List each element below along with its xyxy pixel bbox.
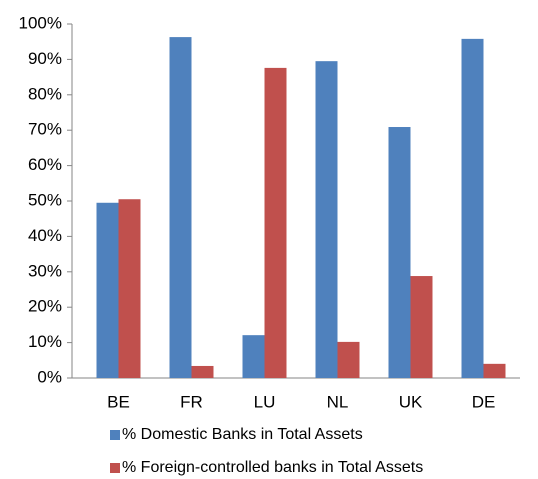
legend-swatch [110,463,120,473]
bar [483,363,506,378]
x-tick-label: LU [254,392,276,411]
x-tick-label: BE [107,392,130,411]
y-tick-label: 70% [28,120,62,139]
y-tick-label: 80% [28,84,62,103]
bar [461,38,484,378]
bar [191,365,214,378]
legend-label: % Foreign-controlled banks in Total Asse… [122,459,423,476]
y-tick-label: 90% [28,49,62,68]
y-tick-label: 40% [28,226,62,245]
bar [388,127,411,378]
y-tick-label: 0% [37,367,62,386]
y-tick-label: 30% [28,261,62,280]
bar [337,341,360,378]
x-tick-label: UK [399,392,423,411]
legend-swatch [110,430,120,440]
y-tick-label: 20% [28,297,62,316]
legend-label: % Domestic Banks in Total Assets [122,426,363,443]
bar [410,276,433,378]
x-tick-label: DE [472,392,496,411]
bar [169,37,192,379]
bar [264,67,287,379]
bar [242,335,265,378]
x-tick-label: FR [180,392,203,411]
y-tick-label: 10% [28,332,62,351]
x-tick-label: NL [327,392,349,411]
y-tick-label: 60% [28,155,62,174]
bar [118,199,141,378]
y-tick-label: 100% [19,13,62,32]
bar [315,61,338,379]
y-tick-label: 50% [28,190,62,209]
bar [96,202,119,378]
